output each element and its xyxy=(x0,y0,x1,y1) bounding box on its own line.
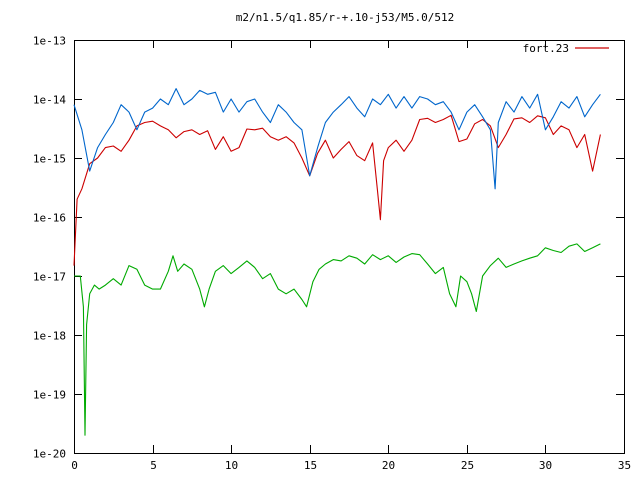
x-tick-label: 30 xyxy=(539,459,552,472)
x-tick-label: 20 xyxy=(382,459,395,472)
y-tick-label: 1e-14 xyxy=(33,94,66,107)
axis-ticks: 1e-20 1e-19 1e-18 1e-17 1e-16 1e-15 1e-14 1e-13… xyxy=(33,35,631,473)
legend-label: fort.23 xyxy=(523,42,569,55)
x-tick-label: 0 xyxy=(71,459,78,472)
y-tick-label: 1e-16 xyxy=(33,212,66,225)
y-tick-label: 1e-15 xyxy=(33,153,66,166)
y-tick-label: 1e-19 xyxy=(33,389,66,402)
x-tick-label: 25 xyxy=(461,459,474,472)
x-tick-label: 15 xyxy=(304,459,317,472)
legend: fort.23 xyxy=(523,42,609,55)
series-line-0 xyxy=(73,114,601,266)
x-tick-label: 5 xyxy=(150,459,157,472)
y-tick-label: 1e-17 xyxy=(33,271,66,284)
y-tick-label: 1e-13 xyxy=(33,35,66,48)
series-layer xyxy=(73,88,601,436)
x-tick-label: 35 xyxy=(618,459,631,472)
y-tick-label: 1e-18 xyxy=(33,330,66,343)
x-tick-label: 10 xyxy=(225,459,238,472)
series-line-2 xyxy=(74,243,601,436)
y-tick-label: 1e-20 xyxy=(33,448,66,461)
chart-title: m2/n1.5/q1.85/r-+.10-j53/M5.0/512 xyxy=(236,11,455,24)
series-line-1 xyxy=(73,88,601,190)
